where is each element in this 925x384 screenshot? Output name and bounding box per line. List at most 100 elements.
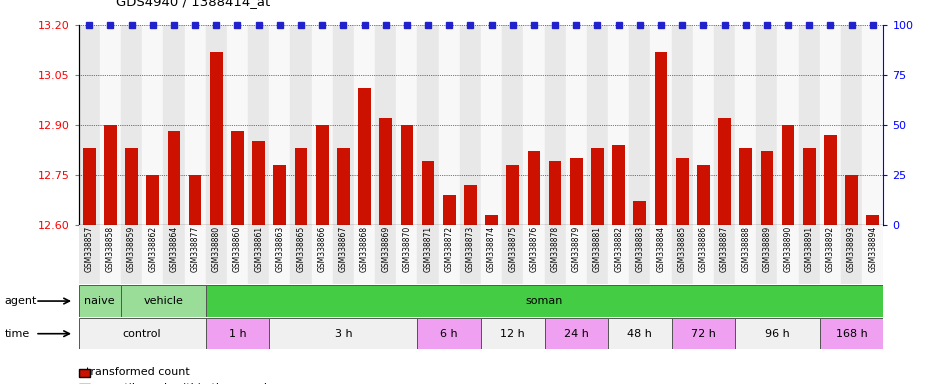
Bar [290, 225, 312, 284]
Bar [778, 225, 798, 284]
Text: GSM338881: GSM338881 [593, 226, 602, 272]
Bar [248, 25, 269, 225]
Bar [422, 161, 435, 225]
Bar [608, 318, 672, 349]
Text: transformed count: transformed count [79, 367, 190, 377]
Bar [396, 25, 417, 225]
Bar [820, 25, 841, 225]
Bar [438, 225, 460, 284]
Bar [676, 158, 688, 225]
Bar [798, 25, 820, 225]
Bar [100, 25, 121, 225]
Bar [586, 25, 608, 225]
Bar [121, 285, 205, 317]
Bar [486, 215, 498, 225]
Bar [629, 25, 650, 225]
Bar [672, 25, 693, 225]
Bar [545, 225, 566, 284]
Text: 1 h: 1 h [228, 329, 246, 339]
Bar [210, 51, 223, 225]
Bar [757, 25, 778, 225]
Text: GSM338880: GSM338880 [212, 226, 221, 272]
Bar [608, 25, 629, 225]
Text: GSM338886: GSM338886 [699, 226, 708, 272]
Bar [650, 225, 672, 284]
Bar [379, 118, 392, 225]
Bar [248, 225, 269, 284]
Bar [401, 125, 413, 225]
Bar [798, 225, 820, 284]
Bar [760, 151, 773, 225]
Bar [502, 25, 524, 225]
Bar [184, 25, 205, 225]
Bar [803, 148, 816, 225]
Bar [358, 88, 371, 225]
Bar [735, 25, 757, 225]
Text: GSM338859: GSM338859 [127, 226, 136, 272]
Text: GSM338860: GSM338860 [233, 226, 242, 272]
Bar [125, 148, 138, 225]
Text: GSM338875: GSM338875 [508, 226, 517, 272]
Bar [231, 131, 244, 225]
Bar [714, 25, 735, 225]
Bar [841, 225, 862, 284]
Text: GSM338882: GSM338882 [614, 226, 623, 272]
Bar [142, 225, 164, 284]
Text: GSM338884: GSM338884 [657, 226, 665, 272]
Text: GSM338861: GSM338861 [254, 226, 263, 272]
Bar [820, 318, 883, 349]
Bar [481, 25, 502, 225]
Text: 6 h: 6 h [440, 329, 458, 339]
Bar [79, 318, 205, 349]
Bar [629, 225, 650, 284]
Bar [100, 225, 121, 284]
Bar [739, 148, 752, 225]
Bar [146, 175, 159, 225]
Text: GSM338878: GSM338878 [550, 226, 560, 272]
Text: 3 h: 3 h [335, 329, 352, 339]
Bar [867, 215, 879, 225]
Text: GSM338888: GSM338888 [741, 226, 750, 272]
Bar [312, 25, 333, 225]
Bar [79, 285, 121, 317]
Text: GSM338867: GSM338867 [339, 226, 348, 272]
Text: control: control [123, 329, 162, 339]
Bar [83, 148, 95, 225]
Bar [545, 318, 608, 349]
Bar [545, 25, 566, 225]
Bar [274, 165, 286, 225]
Bar [650, 25, 672, 225]
Bar [714, 225, 735, 284]
Bar [527, 151, 540, 225]
Bar [481, 225, 502, 284]
Text: soman: soman [525, 296, 563, 306]
Bar [396, 225, 417, 284]
Bar [184, 225, 205, 284]
Bar [227, 225, 248, 284]
Bar [481, 318, 545, 349]
Text: agent: agent [5, 296, 37, 306]
Bar [612, 145, 625, 225]
Text: GSM338871: GSM338871 [424, 226, 433, 272]
Text: 24 h: 24 h [564, 329, 588, 339]
Bar [227, 25, 248, 225]
Bar [672, 318, 735, 349]
Bar [460, 225, 481, 284]
Bar [121, 25, 142, 225]
Bar [189, 175, 202, 225]
Bar [586, 225, 608, 284]
Bar [269, 318, 417, 349]
Bar [354, 25, 376, 225]
Bar [376, 225, 396, 284]
Bar [312, 225, 333, 284]
Text: GSM338863: GSM338863 [276, 226, 284, 272]
Text: GSM338872: GSM338872 [445, 226, 454, 272]
Text: GSM338874: GSM338874 [487, 226, 496, 272]
Bar [417, 225, 438, 284]
Text: GSM338887: GSM338887 [720, 226, 729, 272]
Bar [634, 201, 647, 225]
Bar [735, 318, 820, 349]
Bar [506, 165, 519, 225]
Bar [778, 25, 798, 225]
Bar [566, 225, 586, 284]
